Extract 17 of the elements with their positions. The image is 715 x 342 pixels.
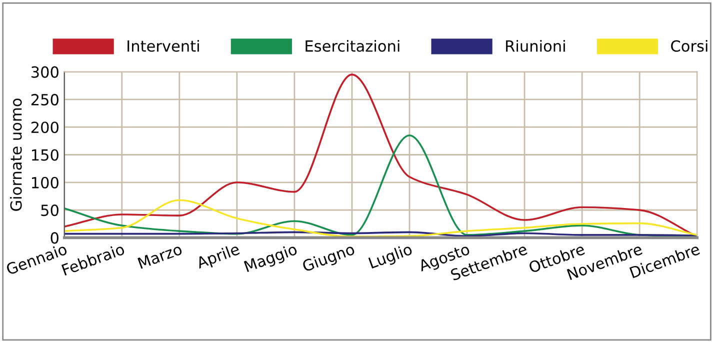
legend-label: Interventi [128,40,199,52]
y-tick-label: 0 [50,232,58,244]
legend-label: Esercitazioni [306,40,400,52]
y-tick-label: 200 [31,122,58,134]
y-axis-title: Giornate uomo [10,98,22,211]
y-tick-label: 100 [32,176,58,188]
x-tick-label: Giugno [302,242,356,275]
x-tick-label: Luglio [368,242,414,272]
x-tick-label: Marzo [138,243,183,269]
legend-label: Riunioni [506,40,565,52]
y-tick-label: 50 [41,204,58,216]
y-tick-label: 300 [31,66,58,78]
legend-label: Corsi [671,40,708,52]
line-series [64,199,698,238]
y-tick-label: 150 [32,149,58,161]
x-tick-label: Aprile [195,242,242,272]
y-tick-label: 250 [31,94,58,106]
